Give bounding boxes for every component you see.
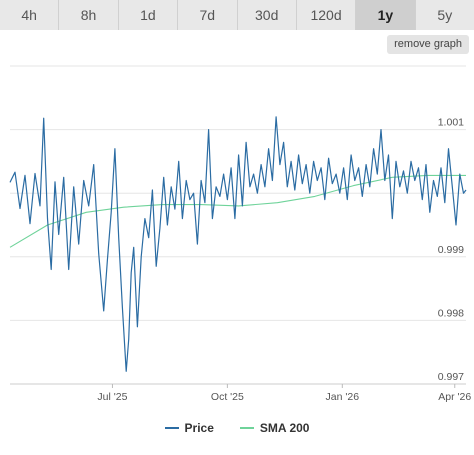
x-tick-label: Oct '25 (211, 391, 244, 403)
timeframe-tabs: 4h 8h 1d 7d 30d 120d 1y 5y (0, 0, 474, 30)
legend-label-price: Price (184, 421, 214, 435)
x-tick-label: Apr '26 (438, 391, 471, 403)
legend-swatch-price (164, 427, 179, 429)
y-tick-label: 0.998 (438, 307, 464, 319)
tab-120d[interactable]: 120d (296, 0, 357, 30)
tab-4h[interactable]: 4h (0, 0, 60, 30)
remove-graph-button[interactable]: remove graph (387, 35, 469, 54)
tab-7d[interactable]: 7d (178, 0, 238, 30)
tab-30d[interactable]: 30d (237, 0, 297, 30)
legend-item-price[interactable]: Price (164, 421, 214, 435)
chart-grid (10, 65, 466, 385)
tab-1y[interactable]: 1y (356, 0, 416, 30)
chart-legend: Price SMA 200 (0, 421, 474, 435)
tab-5y[interactable]: 5y (415, 0, 474, 30)
chart-series (9, 116, 467, 372)
y-tick-label: 0.999 (438, 244, 464, 256)
legend-swatch-sma (239, 427, 254, 429)
y-tick-label: 1.001 (438, 117, 464, 129)
x-tick-label: Jan '26 (326, 391, 360, 403)
tab-1d[interactable]: 1d (118, 0, 179, 30)
x-tick-label: Jul '25 (97, 391, 127, 403)
x-axis: Jul '25 Oct '25 Jan '26 Apr '26 (10, 383, 471, 403)
price-series-line[interactable] (9, 116, 467, 372)
legend-label-sma: SMA 200 (259, 421, 310, 435)
tab-8h[interactable]: 8h (59, 0, 119, 30)
y-tick-label: 0.997 (438, 371, 464, 383)
legend-item-sma[interactable]: SMA 200 (239, 421, 310, 435)
sma-200-series-line[interactable] (9, 174, 466, 248)
y-axis-labels: 0.997 0.998 0.999 1.001 (438, 117, 464, 383)
